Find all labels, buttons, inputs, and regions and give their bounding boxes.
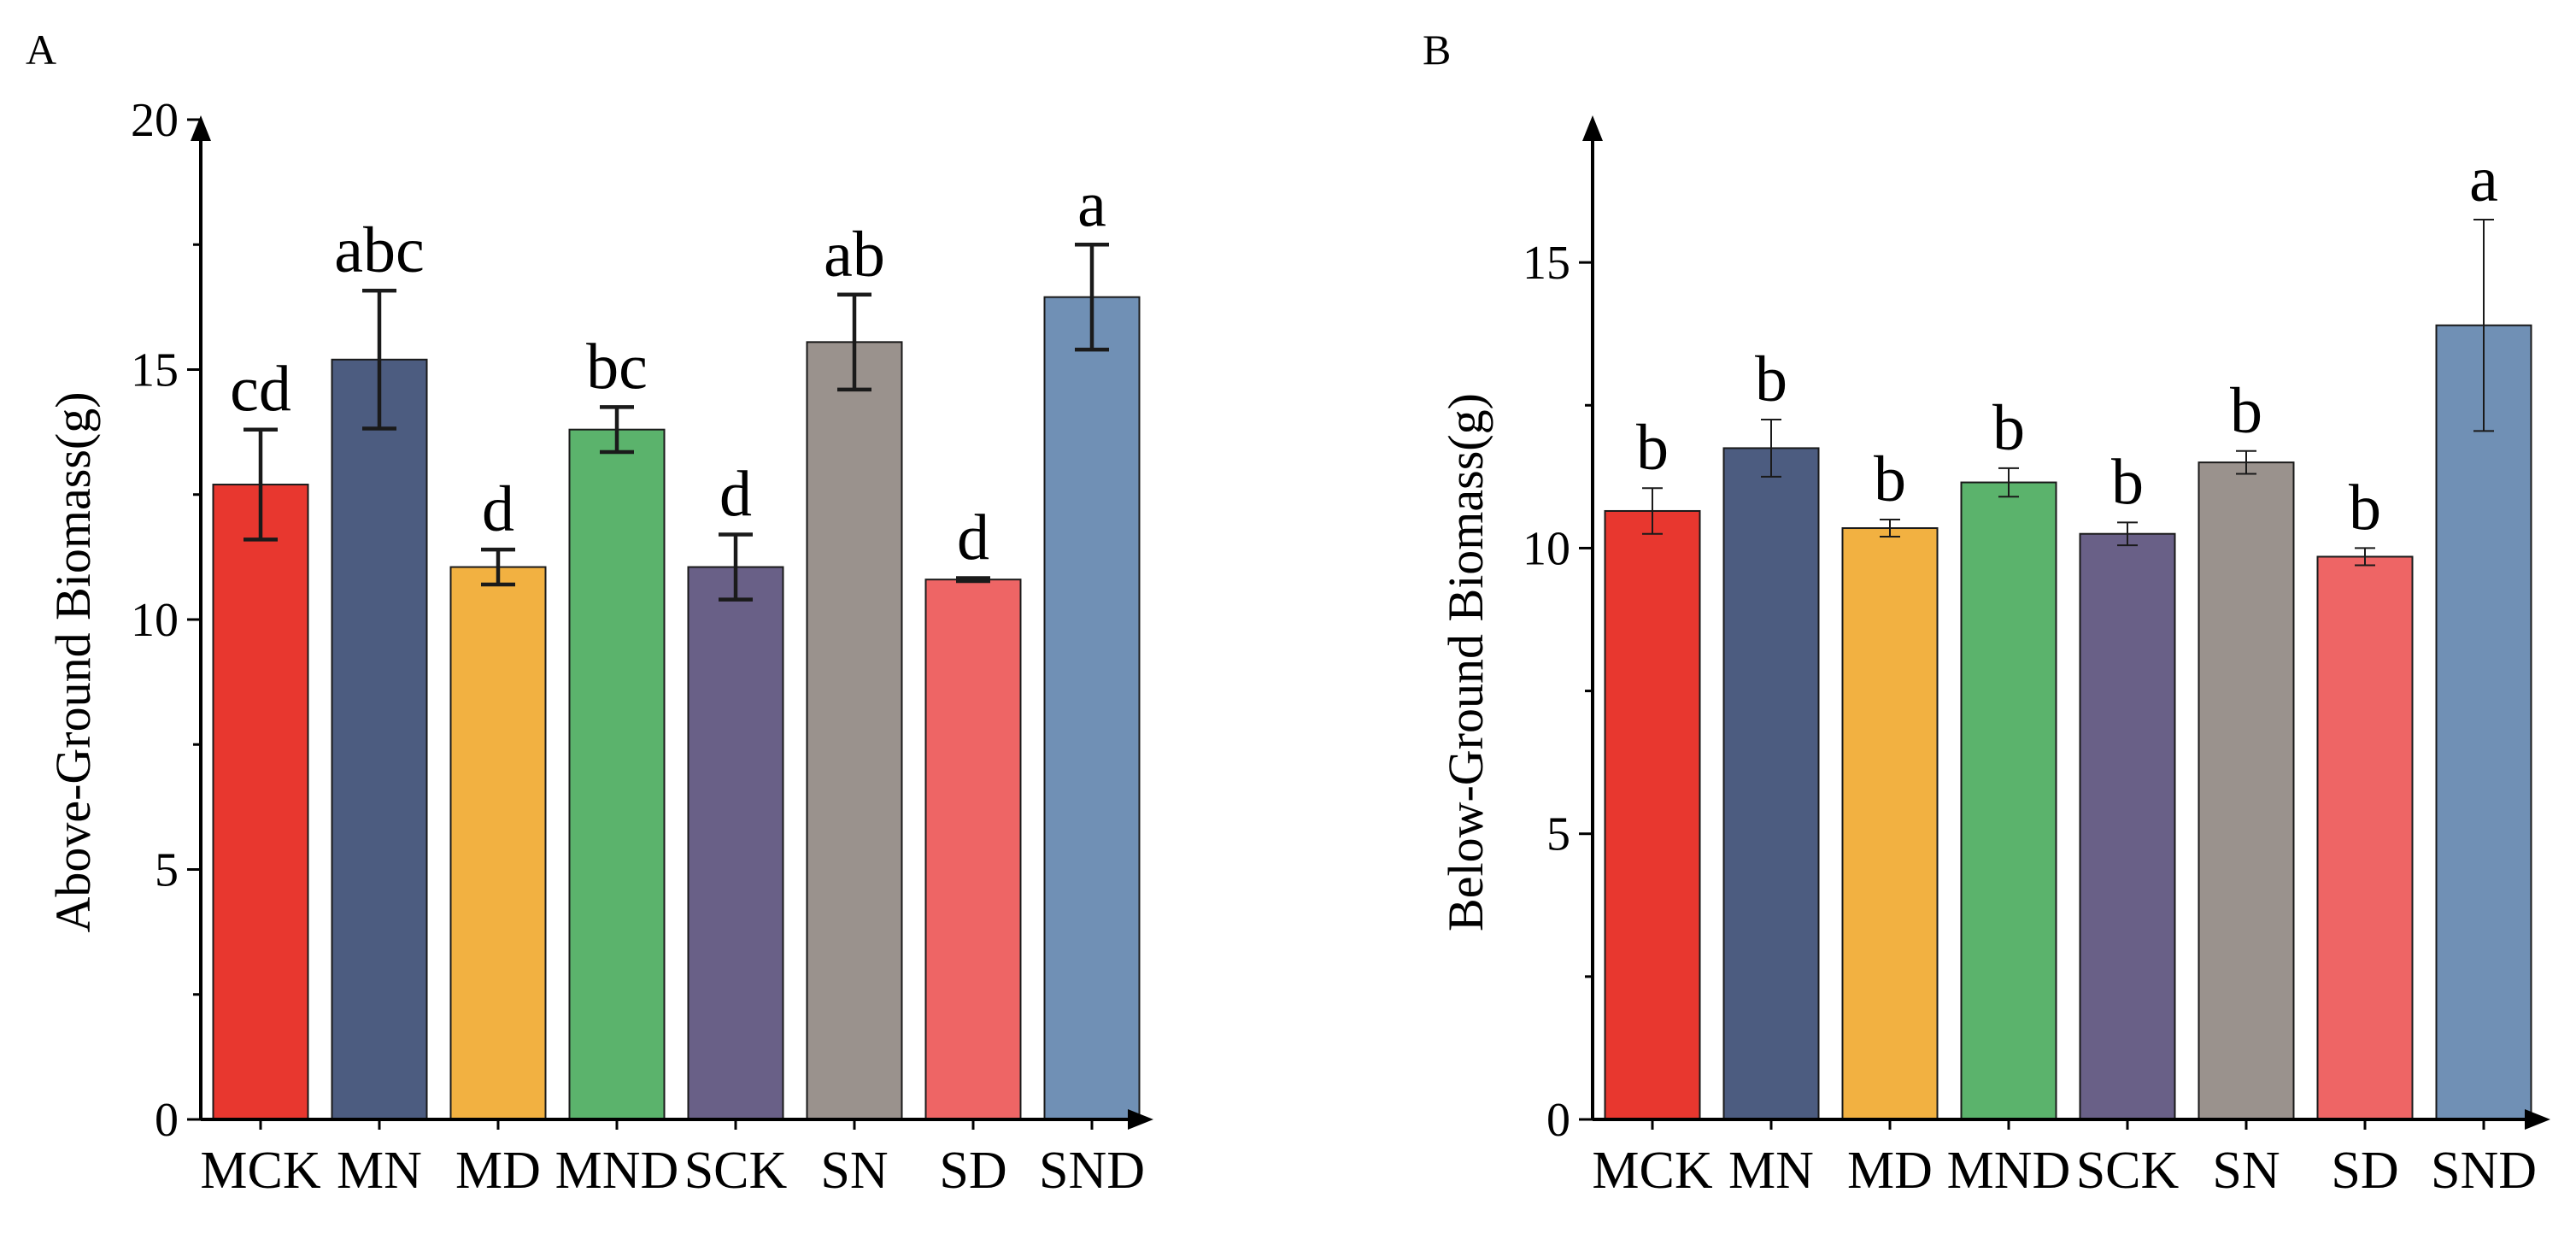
bar-snd: [1043, 296, 1141, 1120]
category-label-sn: SN: [2212, 1142, 2280, 1200]
bar-sd: [2316, 555, 2414, 1120]
significance-label-mck: cd: [230, 354, 291, 426]
significance-label-sd: d: [957, 502, 989, 573]
significance-label-md: d: [482, 473, 514, 545]
category-label-mck: MCK: [1592, 1142, 1712, 1200]
bar-sn: [2198, 461, 2295, 1120]
bar-snd: [2435, 324, 2532, 1120]
error-bar-mn: [362, 288, 396, 431]
error-bar-mck: [244, 427, 278, 542]
significance-label-snd: a: [1077, 168, 1106, 240]
error-bar-mnd: [600, 405, 634, 455]
error-bar-mn: [1761, 419, 1781, 478]
error-bar-sn: [837, 292, 871, 392]
significance-label-mnd: bc: [586, 331, 648, 402]
y-tick-label: 10: [1523, 522, 1570, 575]
error-bar-sck: [2117, 521, 2138, 547]
significance-label-sck: b: [2111, 446, 2144, 518]
y-tick-label: 0: [1546, 1094, 1570, 1147]
significance-label-md: b: [1874, 443, 1906, 515]
y-tick-label: 5: [155, 844, 179, 897]
bar-mn: [1722, 447, 1820, 1120]
category-label-mn: MN: [337, 1142, 422, 1200]
bar-sck: [2079, 532, 2176, 1120]
panel-letter: B: [1423, 26, 1451, 73]
y-axis-arrow: [191, 115, 211, 141]
category-label-mck: MCK: [200, 1142, 320, 1200]
error-bar-mck: [1642, 487, 1663, 535]
bar-mn: [331, 358, 428, 1120]
x-axis-arrow: [2525, 1109, 2550, 1130]
significance-label-sd: b: [2349, 472, 2381, 543]
y-tick-label: 5: [1546, 808, 1570, 861]
error-bar-sd: [956, 576, 990, 584]
y-axis-title: Below-Ground Biomass(g): [1438, 393, 1493, 931]
error-bar-mnd: [1998, 467, 2019, 498]
bar-sck: [687, 566, 784, 1120]
significance-label-snd: a: [2469, 144, 2498, 215]
significance-label-mnd: b: [1992, 392, 2025, 464]
error-bar-snd: [2473, 219, 2494, 432]
bar-md: [449, 566, 547, 1120]
error-bar-md: [481, 547, 515, 587]
category-label-sd: SD: [2331, 1142, 2398, 1200]
bar-mnd: [568, 428, 666, 1120]
y-tick-label: 0: [155, 1094, 179, 1147]
category-label-md: MD: [1847, 1142, 1933, 1200]
significance-label-sn: b: [2230, 375, 2262, 447]
category-label-mnd: MND: [555, 1142, 679, 1200]
category-label-sn: SN: [820, 1142, 888, 1200]
panel-b: Bb MCK b MN b MD b MND b SCK b SN b SD a SND 0 5 10 15 Below…: [1423, 26, 2550, 1200]
category-label-snd: SND: [2431, 1142, 2537, 1200]
bar-sd: [924, 579, 1022, 1120]
error-bar-snd: [1075, 243, 1109, 352]
category-label-mnd: MND: [1947, 1142, 2071, 1200]
panel-a: Acd MCK abc MN d MD bc MND d SCK ab SN d SD a SND 0 5 10 15…: [26, 26, 1153, 1200]
error-bar-sn: [2236, 449, 2256, 475]
error-bar-md: [1880, 519, 1900, 538]
significance-label-mn: abc: [334, 214, 424, 286]
category-label-mn: MN: [1728, 1142, 1814, 1200]
significance-label-sck: d: [719, 459, 752, 531]
y-tick-label: 15: [131, 344, 179, 397]
y-axis-title: Above-Ground Biomass(g): [45, 391, 101, 932]
y-axis-arrow: [1582, 115, 1603, 141]
x-axis-arrow: [1128, 1109, 1153, 1130]
y-tick-label: 10: [131, 594, 179, 647]
bar-mck: [212, 484, 309, 1120]
error-bar-sck: [719, 532, 753, 602]
y-tick-label: 15: [1523, 237, 1570, 290]
category-label-sck: SCK: [684, 1142, 788, 1200]
error-bar-sd: [2355, 547, 2375, 567]
category-label-sd: SD: [939, 1142, 1006, 1200]
significance-label-mn: b: [1755, 344, 1787, 415]
bar-sn: [806, 341, 903, 1120]
bar-mnd: [1960, 481, 2057, 1120]
y-tick-label: 20: [131, 94, 179, 147]
bar-md: [1841, 527, 1939, 1120]
panel-letter: A: [26, 26, 56, 73]
category-label-md: MD: [455, 1142, 541, 1200]
category-label-snd: SND: [1039, 1142, 1145, 1200]
significance-label-mck: b: [1636, 412, 1669, 484]
bar-mck: [1604, 509, 1701, 1120]
category-label-sck: SCK: [2076, 1142, 2180, 1200]
significance-label-sn: ab: [824, 219, 885, 291]
